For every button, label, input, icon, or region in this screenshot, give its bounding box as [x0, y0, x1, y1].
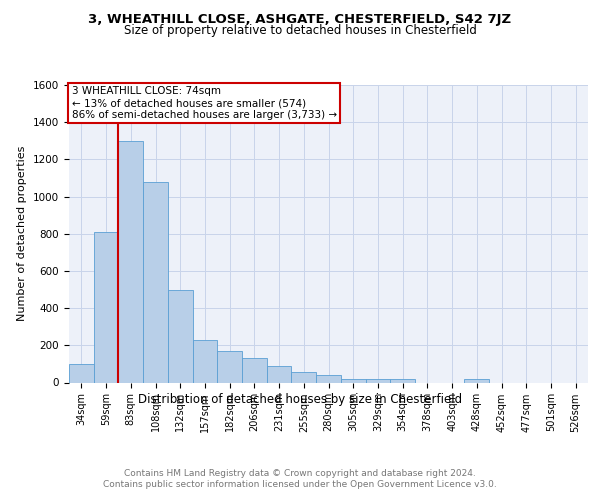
Bar [69, 364, 94, 382]
Bar [292, 372, 316, 382]
Bar [168, 290, 193, 382]
Bar [217, 351, 242, 382]
Bar [464, 379, 489, 382]
Bar [193, 340, 217, 382]
Bar [143, 182, 168, 382]
Text: Distribution of detached houses by size in Chesterfield: Distribution of detached houses by size … [138, 392, 462, 406]
Bar [341, 379, 365, 382]
Bar [316, 375, 341, 382]
Bar [242, 358, 267, 382]
Text: 3, WHEATHILL CLOSE, ASHGATE, CHESTERFIELD, S42 7JZ: 3, WHEATHILL CLOSE, ASHGATE, CHESTERFIEL… [88, 12, 512, 26]
Text: Contains HM Land Registry data © Crown copyright and database right 2024.: Contains HM Land Registry data © Crown c… [124, 469, 476, 478]
Bar [390, 379, 415, 382]
Bar [118, 141, 143, 382]
Text: Contains public sector information licensed under the Open Government Licence v3: Contains public sector information licen… [103, 480, 497, 489]
Text: Size of property relative to detached houses in Chesterfield: Size of property relative to detached ho… [124, 24, 476, 37]
Y-axis label: Number of detached properties: Number of detached properties [17, 146, 28, 322]
Bar [94, 232, 118, 382]
Text: 3 WHEATHILL CLOSE: 74sqm
← 13% of detached houses are smaller (574)
86% of semi-: 3 WHEATHILL CLOSE: 74sqm ← 13% of detach… [71, 86, 337, 120]
Bar [365, 379, 390, 382]
Bar [267, 366, 292, 382]
